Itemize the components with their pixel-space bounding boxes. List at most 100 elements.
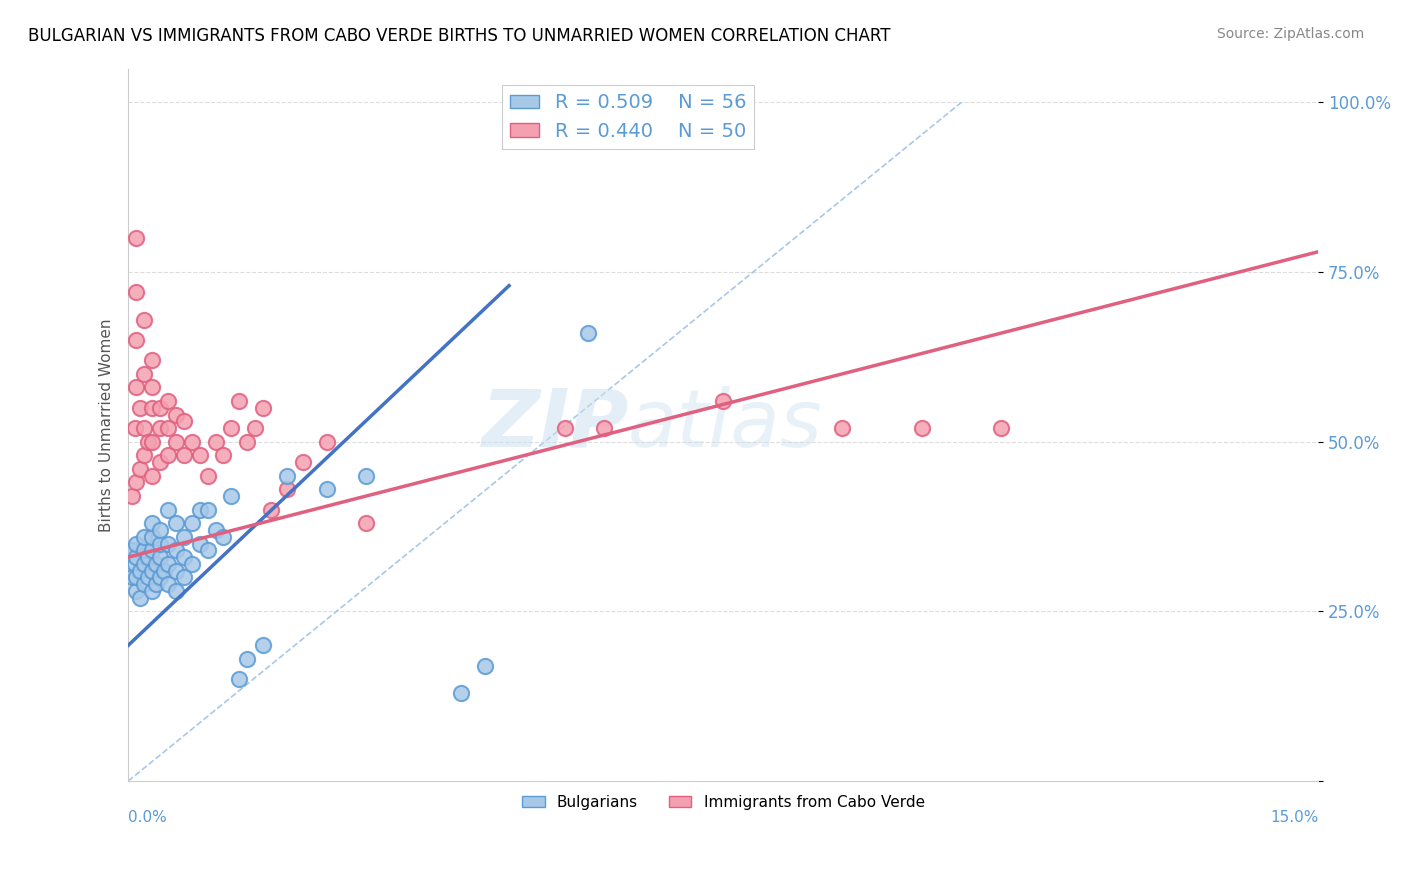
Point	[315, 482, 337, 496]
Point	[156, 448, 179, 462]
Point	[180, 557, 202, 571]
Point	[129, 401, 152, 415]
Point	[141, 543, 163, 558]
Point	[149, 523, 172, 537]
Point	[165, 543, 187, 558]
Point	[141, 401, 163, 415]
Point	[260, 502, 283, 516]
Point	[165, 434, 187, 449]
Point	[141, 353, 163, 368]
Point	[212, 448, 235, 462]
Point	[156, 394, 179, 409]
Point	[831, 421, 853, 435]
Point	[212, 530, 235, 544]
Point	[910, 421, 932, 435]
Point	[149, 421, 172, 435]
Point	[134, 312, 156, 326]
Point	[252, 401, 274, 415]
Point	[204, 434, 226, 449]
Point	[125, 584, 148, 599]
Point	[156, 557, 179, 571]
Point	[145, 557, 167, 571]
Point	[165, 516, 187, 530]
Point	[149, 570, 172, 584]
Point	[276, 482, 298, 496]
Point	[149, 455, 172, 469]
Point	[153, 564, 176, 578]
Point	[354, 516, 377, 530]
Point	[554, 421, 576, 435]
Point	[129, 591, 152, 605]
Point	[221, 489, 243, 503]
Point	[165, 564, 187, 578]
Point	[180, 516, 202, 530]
Text: 0.0%: 0.0%	[128, 810, 167, 824]
Point	[134, 448, 156, 462]
Point	[165, 408, 187, 422]
Point	[291, 455, 314, 469]
Point	[252, 638, 274, 652]
Point	[121, 489, 143, 503]
Point	[125, 333, 148, 347]
Point	[125, 550, 148, 565]
Point	[134, 557, 156, 571]
Point	[990, 421, 1012, 435]
Text: atlas: atlas	[628, 385, 823, 464]
Point	[243, 421, 266, 435]
Point	[125, 380, 148, 394]
Point	[125, 231, 148, 245]
Point	[156, 577, 179, 591]
Point	[474, 658, 496, 673]
Point	[136, 550, 159, 565]
Point	[134, 530, 156, 544]
Point	[576, 326, 599, 340]
Y-axis label: Births to Unmarried Women: Births to Unmarried Women	[100, 318, 114, 532]
Point	[173, 550, 195, 565]
Point	[141, 584, 163, 599]
Point	[141, 564, 163, 578]
Point	[188, 502, 211, 516]
Point	[188, 448, 211, 462]
Point	[156, 536, 179, 550]
Point	[134, 367, 156, 381]
Point	[197, 502, 219, 516]
Point	[145, 577, 167, 591]
Point	[236, 434, 259, 449]
Point	[129, 564, 152, 578]
Point	[173, 448, 195, 462]
Text: ZIP: ZIP	[481, 385, 628, 464]
Point	[125, 536, 148, 550]
Legend: R = 0.509    N = 56, R = 0.440    N = 50: R = 0.509 N = 56, R = 0.440 N = 50	[502, 86, 754, 149]
Point	[173, 530, 195, 544]
Point	[156, 502, 179, 516]
Point	[149, 536, 172, 550]
Point	[141, 434, 163, 449]
Point	[134, 577, 156, 591]
Point	[125, 475, 148, 490]
Point	[125, 285, 148, 300]
Point	[141, 468, 163, 483]
Point	[136, 570, 159, 584]
Point	[188, 536, 211, 550]
Point	[141, 516, 163, 530]
Point	[121, 570, 143, 584]
Point	[129, 462, 152, 476]
Point	[354, 468, 377, 483]
Point	[165, 584, 187, 599]
Point	[450, 686, 472, 700]
Point	[593, 421, 616, 435]
Point	[236, 652, 259, 666]
Text: 15.0%: 15.0%	[1270, 810, 1319, 824]
Point	[121, 543, 143, 558]
Point	[136, 434, 159, 449]
Point	[180, 434, 202, 449]
Point	[173, 570, 195, 584]
Point	[276, 468, 298, 483]
Point	[149, 550, 172, 565]
Point	[228, 672, 250, 686]
Point	[221, 421, 243, 435]
Point	[197, 543, 219, 558]
Point	[204, 523, 226, 537]
Text: BULGARIAN VS IMMIGRANTS FROM CABO VERDE BIRTHS TO UNMARRIED WOMEN CORRELATION CH: BULGARIAN VS IMMIGRANTS FROM CABO VERDE …	[28, 27, 890, 45]
Point	[711, 394, 734, 409]
